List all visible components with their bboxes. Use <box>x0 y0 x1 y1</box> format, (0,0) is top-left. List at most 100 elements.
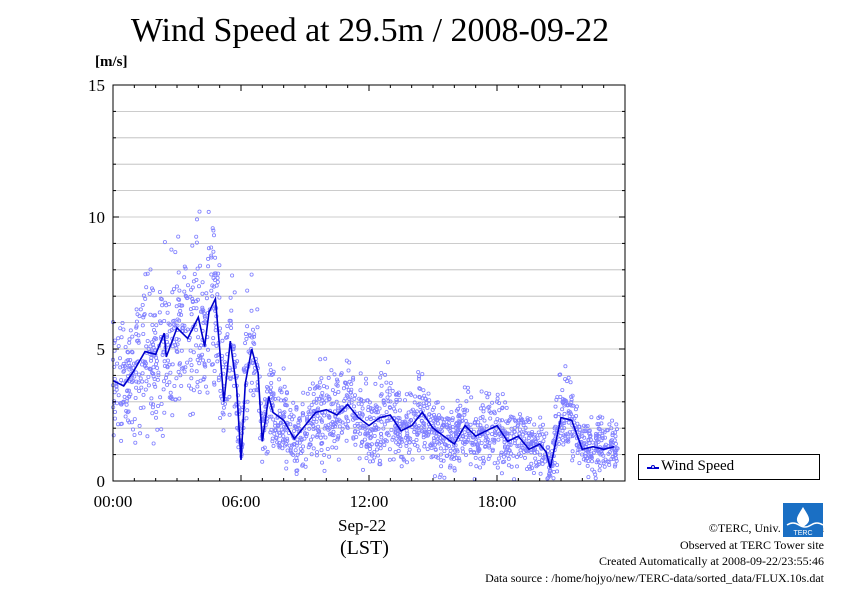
sample-point <box>220 338 225 343</box>
sample-point <box>536 462 541 467</box>
sample-point <box>127 340 132 345</box>
sample-point <box>326 413 331 418</box>
sample-point <box>243 341 248 346</box>
sample-point <box>489 432 494 437</box>
sample-point <box>571 403 576 408</box>
sample-point <box>251 393 256 398</box>
sample-point <box>318 357 323 362</box>
sample-point <box>177 396 182 401</box>
sample-point <box>467 433 472 438</box>
sample-point <box>580 434 585 439</box>
sample-point <box>138 376 143 381</box>
sample-point <box>320 390 325 395</box>
sample-point <box>202 314 207 319</box>
sample-point <box>136 340 141 345</box>
sample-point <box>488 410 493 415</box>
sample-point <box>432 438 437 443</box>
sample-point <box>360 439 365 444</box>
sample-point <box>386 433 391 438</box>
sample-point <box>505 434 510 439</box>
sample-point <box>544 431 549 436</box>
sample-point <box>320 432 325 437</box>
sample-point <box>344 414 349 419</box>
sample-point <box>404 441 409 446</box>
legend-label: Wind Speed <box>661 458 735 474</box>
sample-point <box>199 343 204 348</box>
sample-point <box>600 415 605 420</box>
sample-point <box>281 414 286 419</box>
sample-point <box>351 404 356 409</box>
sample-point <box>593 476 598 481</box>
sample-point <box>142 312 147 317</box>
sample-point <box>322 468 327 473</box>
sample-point <box>492 440 497 445</box>
sample-point <box>609 426 614 431</box>
sample-point <box>170 290 175 295</box>
sample-point <box>321 384 326 389</box>
sample-point <box>499 418 504 423</box>
sample-point <box>349 400 354 405</box>
sample-point <box>589 415 594 420</box>
sample-point <box>613 441 618 446</box>
sample-point <box>173 397 178 402</box>
sample-point <box>280 430 285 435</box>
sample-point <box>332 439 337 444</box>
sample-point <box>555 462 560 467</box>
sample-point <box>204 296 209 301</box>
sample-point <box>295 452 300 457</box>
sample-point <box>318 435 323 440</box>
sample-point <box>217 263 222 268</box>
sample-point <box>558 433 563 438</box>
sample-point <box>479 441 484 446</box>
sample-point <box>603 435 608 440</box>
sample-point <box>513 419 518 424</box>
sample-point <box>283 437 288 442</box>
sample-point <box>322 452 327 457</box>
sample-point <box>153 362 158 367</box>
sample-point <box>320 440 325 445</box>
sample-point <box>452 468 457 473</box>
sample-point <box>267 372 272 377</box>
sample-point <box>147 366 152 371</box>
sample-point <box>215 279 220 284</box>
sample-point <box>590 467 595 472</box>
sample-point <box>196 284 201 289</box>
sample-point <box>118 422 123 427</box>
sample-point <box>382 443 387 448</box>
sample-point <box>422 425 427 430</box>
sample-point <box>200 352 205 357</box>
sample-point <box>430 454 435 459</box>
sample-point <box>244 416 249 421</box>
sample-point <box>128 328 133 333</box>
sample-point <box>406 450 411 455</box>
sample-point <box>561 419 566 424</box>
sample-point <box>355 421 360 426</box>
sample-point <box>523 455 528 460</box>
sample-point <box>126 409 131 414</box>
sample-point <box>587 431 592 436</box>
sample-point <box>518 453 523 458</box>
sample-point <box>509 431 514 436</box>
sample-point <box>291 400 296 405</box>
sample-point <box>481 409 486 414</box>
sample-point <box>179 303 184 308</box>
sample-point <box>456 423 461 428</box>
sample-point <box>189 363 194 368</box>
sample-point <box>194 369 199 374</box>
sample-point <box>434 400 439 405</box>
sample-point <box>134 319 139 324</box>
sample-point <box>214 283 219 288</box>
sample-point <box>150 370 155 375</box>
sample-point <box>177 312 182 317</box>
credits: ©TERC, Univ. Tsukuba Observed at TERC To… <box>485 520 824 586</box>
sample-point <box>485 439 490 444</box>
grid-lines <box>113 111 625 456</box>
sample-point <box>268 368 273 373</box>
sample-point <box>197 361 202 366</box>
sample-point <box>612 464 617 469</box>
sample-point <box>158 296 163 301</box>
sample-point <box>463 452 468 457</box>
sample-point <box>152 335 157 340</box>
credit-site: Observed at TERC Tower site <box>679 537 824 552</box>
sample-point <box>284 466 289 471</box>
